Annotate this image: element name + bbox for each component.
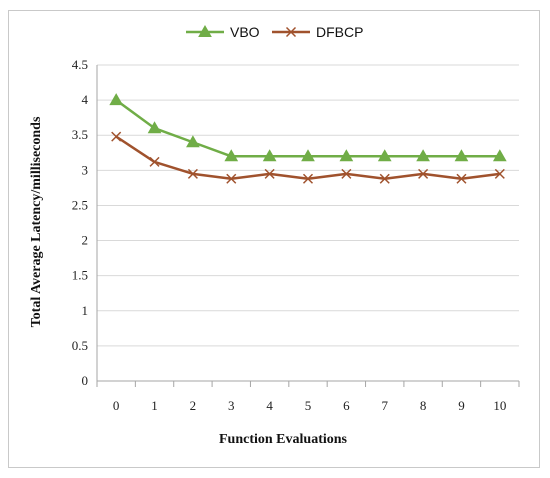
series-group	[109, 93, 507, 184]
data-point	[109, 93, 124, 106]
x-axis-title: Function Evaluations	[219, 432, 348, 447]
data-point	[418, 168, 429, 179]
x-tick-label: 8	[420, 398, 427, 413]
x-tick-label: 6	[343, 398, 350, 413]
data-point	[454, 149, 469, 162]
data-point	[494, 168, 505, 179]
marker-stroke	[149, 156, 160, 167]
y-tick-label: 1	[82, 303, 89, 318]
data-point	[264, 168, 275, 179]
data-point	[262, 149, 277, 162]
legend-marker	[198, 24, 212, 37]
y-tick-label: 3	[82, 162, 89, 177]
data-point	[492, 149, 507, 162]
y-tick-labels: 0 0.5 1 1.5 2 2.5 3 3.5 4 4.5	[72, 57, 89, 388]
series-line	[115, 99, 500, 158]
x-tick-label: 5	[305, 398, 312, 413]
data-point	[224, 149, 239, 162]
legend-item-vbo: VBO	[186, 24, 260, 40]
legend-item-dfbcp: DFBCP	[272, 24, 363, 40]
marker-stroke	[285, 26, 297, 38]
legend-marker	[285, 26, 297, 38]
y-tick-label: 1.5	[72, 268, 88, 283]
marker-stroke	[302, 173, 314, 184]
marker-stroke	[264, 168, 275, 179]
x-tick-label: 0	[113, 398, 120, 413]
marker-stroke	[456, 173, 467, 184]
y-tick-label: 0	[82, 373, 89, 388]
gridlines	[97, 64, 519, 347]
data-point	[377, 149, 392, 162]
data-point	[226, 173, 237, 184]
marker-stroke	[226, 173, 237, 184]
legend: VBO DFBCP	[186, 24, 363, 40]
data-point	[341, 168, 352, 179]
y-tick-label: 4	[82, 92, 89, 107]
data-point	[379, 173, 390, 184]
x-tick-label: 1	[151, 398, 158, 413]
x-tick-labels: 0 1 2 3 4 5 6 7 8 9 10	[113, 398, 506, 413]
series-dfbcp	[111, 131, 505, 184]
marker-stroke	[494, 168, 505, 179]
x-tick-label: 2	[190, 398, 197, 413]
marker-stroke	[111, 131, 122, 142]
y-tick-label: 3.5	[72, 127, 88, 142]
data-point	[456, 173, 467, 184]
data-point	[149, 156, 160, 167]
marker-stroke	[418, 168, 429, 179]
data-point	[339, 149, 354, 162]
marker-stroke	[341, 168, 352, 179]
y-axis-title: Total Average Latency/milliseconds	[29, 116, 44, 327]
axes	[96, 65, 520, 387]
x-tick-label: 10	[493, 398, 506, 413]
data-point	[111, 131, 122, 142]
marker-stroke	[379, 173, 390, 184]
data-point	[187, 168, 198, 179]
data-point	[302, 173, 314, 184]
y-tick-label: 2.5	[72, 197, 88, 212]
x-tick-label: 4	[266, 398, 273, 413]
data-point	[416, 149, 430, 162]
x-tick-label: 7	[381, 398, 388, 413]
y-tick-label: 0.5	[72, 338, 88, 353]
data-point	[147, 121, 162, 134]
x-tick-label: 3	[228, 398, 235, 413]
legend-label: VBO	[230, 24, 260, 40]
x-tick-label: 9	[458, 398, 465, 413]
data-point	[186, 135, 200, 148]
series-vbo	[109, 93, 507, 162]
y-tick-label: 4.5	[72, 57, 88, 72]
y-tick-label: 2	[82, 233, 89, 248]
legend-label: DFBCP	[316, 24, 363, 40]
marker-stroke	[187, 168, 198, 179]
data-point	[301, 149, 315, 162]
